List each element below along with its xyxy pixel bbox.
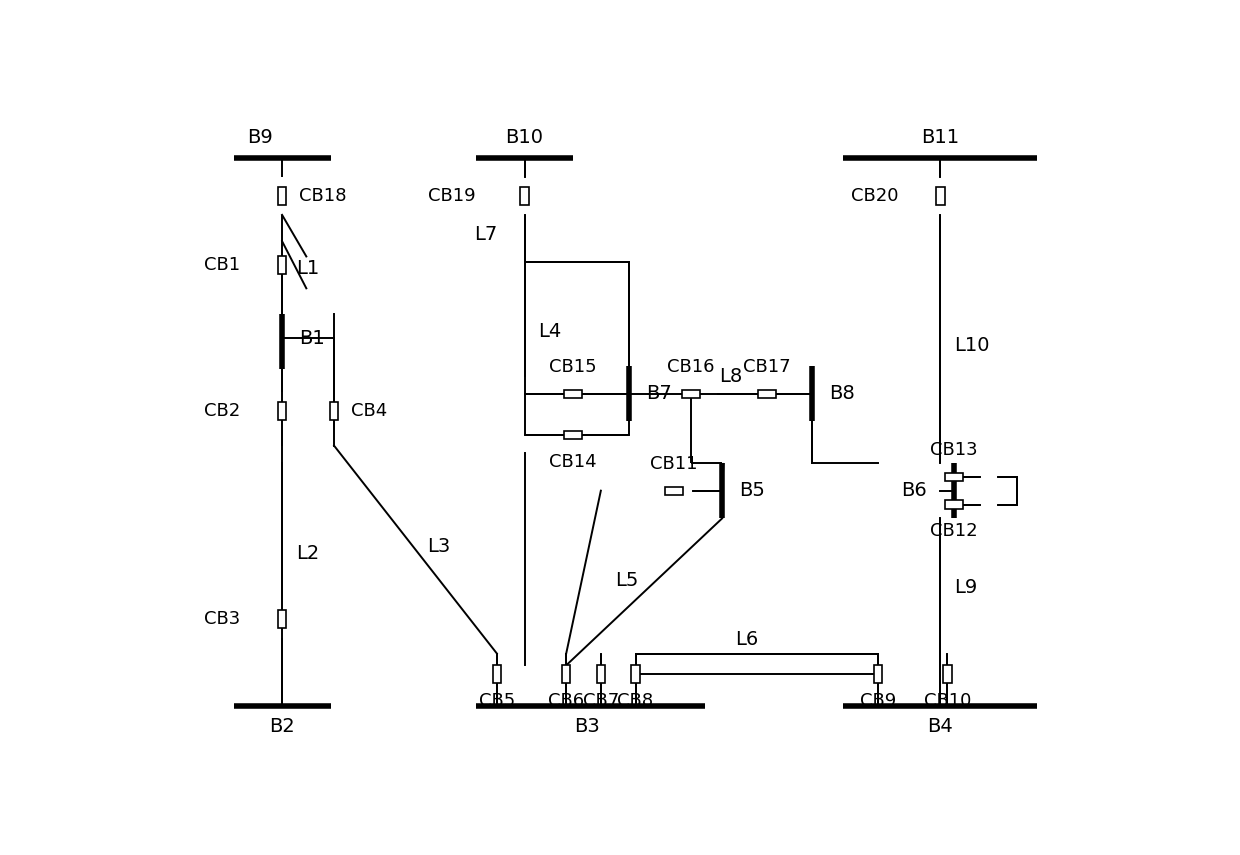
- Text: CB8: CB8: [618, 692, 653, 710]
- Text: CB5: CB5: [479, 692, 515, 710]
- Text: L1: L1: [296, 259, 319, 279]
- Text: L3: L3: [428, 537, 451, 556]
- Text: CB6: CB6: [548, 692, 584, 710]
- Text: L5: L5: [615, 571, 639, 590]
- Text: L4: L4: [538, 321, 562, 341]
- Text: CB7: CB7: [583, 692, 619, 710]
- Bar: [562, 665, 570, 683]
- Text: CB14: CB14: [549, 452, 596, 470]
- Bar: [278, 402, 286, 420]
- Bar: [278, 187, 286, 205]
- Text: B6: B6: [900, 481, 926, 500]
- Bar: [874, 665, 882, 683]
- Bar: [944, 665, 951, 683]
- Bar: [278, 610, 286, 628]
- Bar: [278, 256, 286, 274]
- Bar: [945, 500, 963, 509]
- Text: L10: L10: [955, 336, 990, 355]
- Bar: [758, 390, 776, 398]
- Text: CB17: CB17: [743, 358, 791, 376]
- Text: CB10: CB10: [924, 692, 971, 710]
- Text: CB16: CB16: [667, 358, 714, 376]
- Text: CB1: CB1: [205, 256, 241, 274]
- Text: CB13: CB13: [930, 441, 978, 459]
- Text: CB12: CB12: [930, 522, 978, 540]
- Text: CB19: CB19: [429, 187, 476, 205]
- Bar: [492, 665, 501, 683]
- Bar: [596, 665, 605, 683]
- Bar: [564, 390, 582, 398]
- Bar: [945, 473, 963, 481]
- Text: B9: B9: [248, 127, 273, 147]
- Bar: [682, 390, 699, 398]
- Text: B11: B11: [921, 127, 960, 147]
- Bar: [564, 431, 582, 439]
- Text: CB4: CB4: [351, 402, 388, 420]
- Text: B10: B10: [506, 127, 543, 147]
- Bar: [665, 486, 683, 495]
- Text: CB9: CB9: [859, 692, 897, 710]
- Text: CB15: CB15: [549, 358, 596, 376]
- Text: L6: L6: [735, 630, 758, 649]
- Bar: [521, 187, 528, 205]
- Text: B1: B1: [299, 328, 325, 348]
- Bar: [631, 665, 640, 683]
- Text: CB3: CB3: [205, 610, 241, 628]
- Text: CB11: CB11: [650, 456, 697, 474]
- Text: L9: L9: [955, 578, 977, 597]
- Text: L7: L7: [474, 225, 497, 244]
- Text: L2: L2: [296, 544, 319, 563]
- Text: CB2: CB2: [205, 402, 241, 420]
- Text: L8: L8: [719, 367, 742, 386]
- Text: CB18: CB18: [299, 187, 347, 205]
- Text: B4: B4: [928, 716, 954, 736]
- Text: B3: B3: [574, 716, 600, 736]
- Bar: [936, 187, 945, 205]
- Text: CB20: CB20: [852, 187, 899, 205]
- Text: B8: B8: [830, 384, 856, 404]
- Bar: [330, 402, 339, 420]
- Text: B5: B5: [739, 481, 765, 500]
- Text: B7: B7: [646, 384, 672, 404]
- Text: B2: B2: [269, 716, 295, 736]
